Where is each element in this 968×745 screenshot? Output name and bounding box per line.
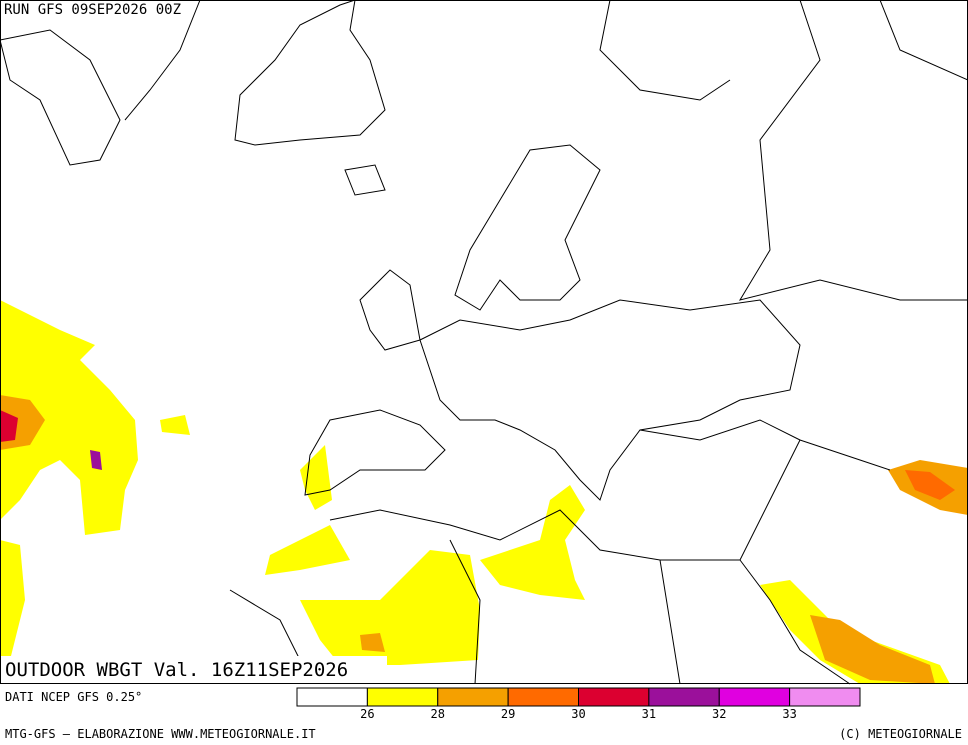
colorbar: 26 28 29 30 31 32 33: [296, 687, 861, 721]
colorbar-box: [578, 687, 650, 707]
colorbar-tick-label: 33: [782, 707, 796, 721]
colorbar-box: [507, 687, 579, 707]
colorbar-tick-label: 32: [712, 707, 726, 721]
map-title: OUTDOOR WBGT Val. 16Z11SEP2026: [5, 659, 348, 681]
wbgt-field: [0, 300, 968, 684]
coastlines: [0, 0, 968, 685]
colorbar-tick-label: 31: [642, 707, 656, 721]
title-box: [1, 656, 387, 683]
colorbar-box: [366, 687, 439, 707]
colorbar-tick-label: 26: [360, 707, 374, 721]
run-label: RUN GFS 09SEP2026 00Z: [4, 2, 181, 18]
map: [0, 0, 968, 685]
footer-right: (C) METEOGIORNALE: [839, 727, 962, 741]
colorbar-box: [789, 687, 861, 707]
colorbar-tick-label: 28: [431, 707, 445, 721]
source-label: DATI NCEP GFS 0.25°: [5, 690, 142, 704]
colorbar-box: [296, 687, 368, 707]
colorbar-box: [648, 687, 720, 707]
colorbar-tick-label: 30: [571, 707, 585, 721]
colorbar-box: [437, 687, 509, 707]
footer-left: MTG-GFS — ELABORAZIONE WWW.METEOGIORNALE…: [5, 727, 316, 741]
colorbar-tick-label: 29: [501, 707, 515, 721]
colorbar-box: [718, 687, 791, 707]
